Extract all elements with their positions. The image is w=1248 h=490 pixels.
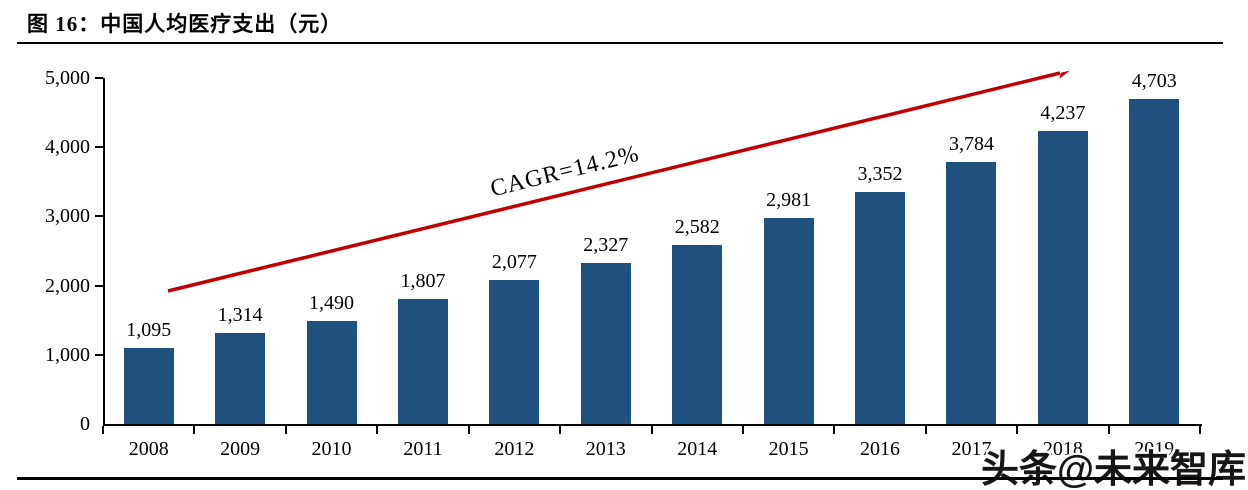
bar-value-label: 3,352 (857, 163, 903, 186)
x-axis-tick (833, 426, 836, 434)
bar-value-label: 2,582 (674, 216, 720, 239)
x-axis-label: 2013 (585, 438, 626, 460)
y-axis-tick-label: 1,000 (45, 343, 90, 366)
y-axis-tick (95, 215, 103, 218)
x-axis-tick (1199, 426, 1201, 434)
x-axis-label: 2011 (403, 438, 443, 460)
bar-value-label: 2,981 (766, 188, 812, 211)
x-axis-tick (102, 426, 104, 434)
x-axis-label: 2018 (1042, 438, 1083, 460)
x-axis-tick (193, 426, 196, 434)
y-axis-tick-label: 2,000 (45, 274, 90, 297)
y-axis-tick-label: 3,000 (45, 205, 90, 228)
bar-value-label: 1,314 (217, 304, 263, 327)
bar (1037, 130, 1088, 424)
figure-title: 图 16：中国人均医疗支出（元） (27, 12, 343, 36)
bar (763, 217, 814, 424)
bar (580, 262, 631, 424)
bar (1129, 98, 1180, 424)
y-axis-tick-label: 5,000 (45, 67, 90, 89)
x-axis-line (103, 424, 1202, 426)
x-axis-label: 2015 (768, 438, 809, 460)
bar (672, 245, 723, 424)
x-axis-tick (376, 426, 379, 434)
y-axis-tick-label: 0 (80, 413, 90, 435)
y-axis-tick-label: 4,000 (45, 136, 90, 159)
y-axis-tick (95, 353, 103, 356)
bar-value-label: 4,703 (1131, 69, 1177, 92)
bar (855, 192, 906, 424)
bar (123, 348, 174, 424)
bar (946, 162, 997, 424)
bar (306, 320, 357, 424)
y-axis-tick (95, 146, 103, 149)
x-axis-tick (559, 426, 562, 434)
x-axis-label: 2012 (494, 438, 535, 460)
x-axis-tick (924, 426, 927, 434)
bar-value-label: 4,237 (1040, 101, 1086, 124)
x-axis-label: 2008 (128, 438, 169, 460)
x-axis-tick (1107, 426, 1110, 434)
x-axis-tick (284, 426, 287, 434)
bottom-divider (17, 477, 1223, 480)
x-axis-tick (1016, 426, 1019, 434)
x-axis-tick (467, 426, 470, 434)
title-divider (17, 42, 1223, 44)
y-axis-line (103, 78, 105, 424)
x-axis-tick (741, 426, 744, 434)
bar-value-label: 2,327 (583, 233, 629, 256)
y-axis-tick (95, 77, 103, 79)
x-axis-label: 2017 (951, 438, 992, 460)
x-axis-label: 2019 (1134, 438, 1175, 460)
x-axis-label: 2009 (220, 438, 261, 460)
x-axis-label: 2010 (311, 438, 352, 460)
watermark: 头条@未来智库 (980, 449, 1246, 490)
bar-value-label: 2,077 (491, 251, 537, 274)
bar-value-label: 1,490 (309, 291, 355, 314)
x-axis-label: 2014 (677, 438, 718, 460)
bar (215, 333, 266, 424)
x-axis-label: 2016 (860, 438, 901, 460)
bar-value-label: 3,784 (948, 133, 994, 156)
bar (489, 280, 540, 424)
y-axis-tick (95, 284, 103, 287)
bar-value-label: 1,807 (400, 269, 446, 292)
bar-value-label: 1,095 (126, 319, 172, 342)
bar (397, 298, 448, 424)
x-axis-tick (650, 426, 653, 434)
